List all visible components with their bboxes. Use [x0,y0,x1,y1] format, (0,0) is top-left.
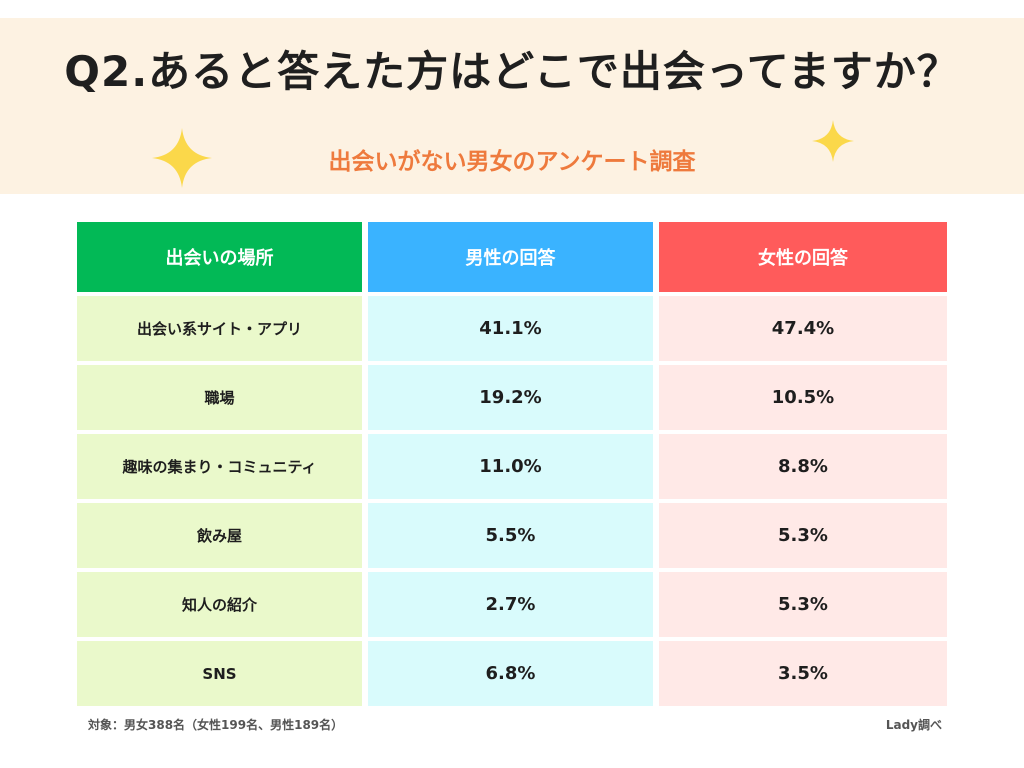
cell-female: 5.3% [659,572,947,637]
cell-place: 飲み屋 [77,503,362,568]
cell-male: 6.8% [368,641,653,706]
column-header-place: 出会いの場所 [77,222,362,292]
survey-subtitle: 出会いがない男女のアンケート調査 [328,149,696,175]
cell-female: 8.8% [659,434,947,499]
cell-male: 2.7% [368,572,653,637]
cell-place: 職場 [77,365,362,430]
cell-male: 41.1% [368,296,653,361]
survey-table: 出会いの場所 男性の回答 女性の回答 出会い系サイト・アプリ 41.1% 47.4%… [77,222,947,706]
cell-male: 11.0% [368,434,653,499]
sparkle-right-icon [812,120,854,162]
cell-female: 5.3% [659,503,947,568]
cell-female: 3.5% [659,641,947,706]
sparkle-left-icon [152,128,212,188]
page-title: Q2.あると答えた方はどこで出会ってますか？ [64,47,960,96]
cell-female: 10.5% [659,365,947,430]
cell-place: 知人の紹介 [77,572,362,637]
source-credit: Lady調べ [885,718,942,732]
cell-male: 19.2% [368,365,653,430]
cell-place: SNS [77,641,362,706]
column-header-male: 男性の回答 [368,222,653,292]
cell-place: 出会い系サイト・アプリ [77,296,362,361]
column-header-female: 女性の回答 [659,222,947,292]
survey-footnote: 対象：男女388名（女性199名、男性189名） [88,718,344,732]
cell-place: 趣味の集まり・コミュニティ [77,434,362,499]
cell-male: 5.5% [368,503,653,568]
cell-female: 47.4% [659,296,947,361]
